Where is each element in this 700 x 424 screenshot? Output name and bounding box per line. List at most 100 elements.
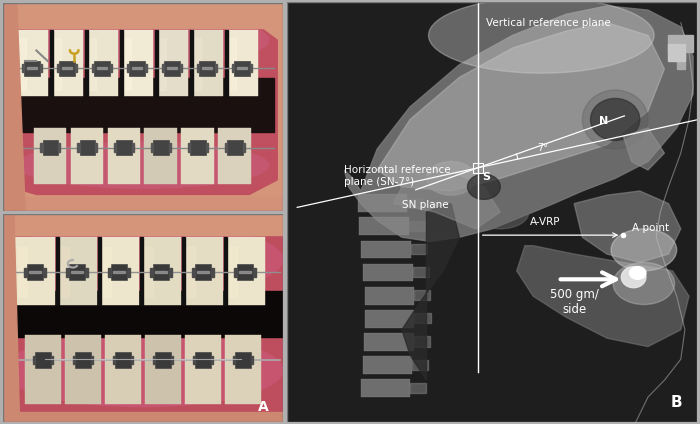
Bar <box>253 268 256 277</box>
Bar <box>234 268 237 277</box>
Bar <box>155 352 171 368</box>
Bar <box>40 64 42 73</box>
Bar <box>225 30 228 96</box>
Bar <box>237 264 253 280</box>
Bar <box>66 268 69 277</box>
Bar <box>195 264 211 280</box>
Polygon shape <box>3 214 283 422</box>
Bar <box>120 30 123 96</box>
Bar <box>365 310 414 328</box>
Bar <box>414 290 430 300</box>
Bar <box>211 356 213 364</box>
Bar <box>226 30 258 96</box>
Bar <box>51 30 83 96</box>
Bar <box>190 140 206 155</box>
Bar <box>229 38 236 90</box>
Bar <box>73 356 75 364</box>
Bar <box>75 64 77 73</box>
Bar <box>99 237 139 305</box>
Bar <box>409 221 425 231</box>
Bar <box>92 64 95 73</box>
Bar <box>50 356 52 364</box>
Bar <box>410 383 426 393</box>
Bar <box>668 44 685 61</box>
Bar <box>412 267 429 277</box>
Bar <box>22 64 25 73</box>
Bar <box>237 67 247 69</box>
Ellipse shape <box>611 229 677 271</box>
Bar <box>56 237 59 305</box>
Polygon shape <box>574 191 681 262</box>
Bar <box>41 143 43 152</box>
Ellipse shape <box>468 174 500 199</box>
Bar <box>43 268 46 277</box>
Bar <box>121 30 153 96</box>
Bar <box>228 140 243 155</box>
Bar <box>77 143 80 152</box>
Bar <box>71 128 103 184</box>
Bar <box>234 61 250 75</box>
Bar <box>144 128 176 184</box>
Ellipse shape <box>622 267 646 288</box>
Bar <box>193 268 195 277</box>
Bar <box>224 237 227 305</box>
Ellipse shape <box>582 90 648 149</box>
Bar <box>19 38 26 90</box>
Bar <box>361 240 411 258</box>
Bar <box>25 61 40 75</box>
Bar <box>188 143 190 152</box>
Bar <box>171 356 173 364</box>
Bar <box>145 64 147 73</box>
Bar <box>27 67 37 69</box>
Bar <box>155 271 167 273</box>
Ellipse shape <box>3 223 283 296</box>
Bar <box>414 337 430 346</box>
Bar <box>668 35 693 52</box>
Bar <box>232 64 234 73</box>
Bar <box>473 163 483 173</box>
Bar <box>169 143 171 152</box>
Bar <box>3 214 283 234</box>
Bar <box>3 197 283 211</box>
Bar <box>167 67 177 69</box>
Ellipse shape <box>591 98 640 140</box>
Bar <box>11 78 274 132</box>
Bar <box>225 335 261 404</box>
Bar <box>169 268 172 277</box>
Bar <box>71 271 83 273</box>
Bar <box>57 64 60 73</box>
Bar <box>130 61 145 75</box>
Bar <box>50 30 53 96</box>
Bar <box>363 356 412 374</box>
Text: B: B <box>671 395 682 410</box>
Bar <box>33 356 35 364</box>
Bar <box>75 352 90 368</box>
Ellipse shape <box>17 14 269 66</box>
Bar <box>211 268 214 277</box>
Bar <box>110 64 112 73</box>
Bar <box>180 64 182 73</box>
Text: A: A <box>258 400 269 414</box>
Ellipse shape <box>426 162 476 195</box>
Bar <box>190 30 193 96</box>
Bar <box>195 352 211 368</box>
Polygon shape <box>517 245 689 346</box>
Bar <box>164 61 180 75</box>
Bar <box>141 237 181 305</box>
Polygon shape <box>377 23 664 191</box>
Bar <box>89 38 96 90</box>
Bar <box>233 356 235 364</box>
Bar <box>151 143 153 152</box>
Bar <box>98 237 101 305</box>
Bar <box>116 140 132 155</box>
Bar <box>186 247 195 297</box>
Polygon shape <box>3 3 25 211</box>
Bar <box>114 143 116 152</box>
Ellipse shape <box>428 0 654 73</box>
Bar <box>132 143 134 152</box>
Bar <box>60 61 75 75</box>
Bar <box>153 264 169 280</box>
Bar <box>43 140 58 155</box>
Bar <box>155 30 158 96</box>
Bar <box>69 264 85 280</box>
